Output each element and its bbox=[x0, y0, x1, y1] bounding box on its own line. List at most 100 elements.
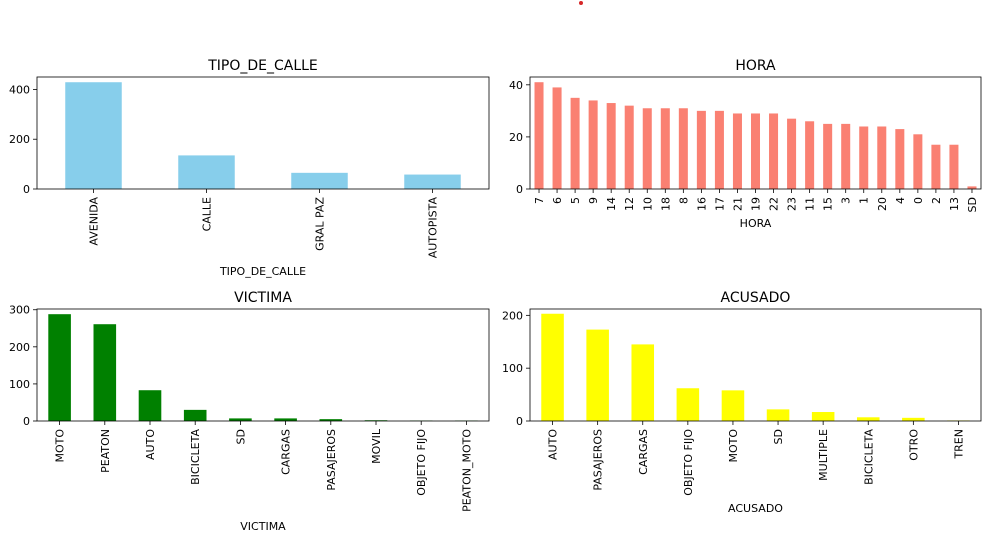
chart-title: TIPO_DE_CALLE bbox=[207, 58, 318, 74]
bar-acusado bbox=[631, 344, 655, 421]
axes-frame bbox=[36, 308, 490, 422]
bar-hora bbox=[660, 108, 670, 189]
bar-hora bbox=[678, 108, 688, 189]
x-tick-label: 14 bbox=[605, 197, 618, 211]
x-tick-label: 19 bbox=[750, 197, 763, 211]
x-tick-label: 0 bbox=[912, 197, 925, 204]
x-tick-label: 2 bbox=[930, 197, 943, 204]
chart-tipo-de-calle: 0 200 400 AVENIDA CALLE GRAL PAZ AUTOPISTA TIPO… bbox=[9, 58, 490, 278]
bar-tipo-de-calle bbox=[65, 82, 122, 189]
bar-acusado bbox=[766, 409, 790, 421]
bar-hora bbox=[859, 126, 869, 189]
x-tick-label: CARGAS bbox=[280, 429, 293, 475]
x-tick-label: 15 bbox=[822, 197, 835, 211]
bar-hora bbox=[588, 100, 598, 189]
x-tick-label: AUTOPISTA bbox=[427, 197, 440, 259]
bar-hora bbox=[570, 97, 580, 189]
bar-hora bbox=[949, 144, 959, 189]
x-tick-label: GRAL PAZ bbox=[314, 197, 327, 251]
x-tick-label: CALLE bbox=[201, 197, 214, 231]
x-tick-label: 4 bbox=[894, 197, 907, 204]
bar-hora bbox=[696, 110, 706, 189]
bar-hora bbox=[534, 82, 544, 189]
x-tick-label: PASAJEROS bbox=[592, 429, 605, 491]
y-tick-label: 300 bbox=[9, 304, 30, 317]
x-tick-label: 12 bbox=[623, 197, 636, 211]
x-tick-label: 9 bbox=[587, 197, 600, 204]
x-axis-label: ACUSADO bbox=[728, 502, 783, 515]
bar-tipo-de-calle bbox=[178, 155, 235, 189]
x-tick-label: 10 bbox=[641, 197, 654, 211]
bar-hora bbox=[877, 126, 887, 189]
y-tick-label: 200 bbox=[9, 341, 30, 354]
bar-acusado bbox=[586, 329, 609, 421]
bar-victima bbox=[48, 314, 71, 421]
x-tick-label: SD bbox=[234, 429, 247, 444]
x-tick-label: MOTO bbox=[727, 429, 740, 463]
x-tick-label: 20 bbox=[876, 197, 889, 211]
x-tick-label: 22 bbox=[768, 197, 781, 211]
bar-hora bbox=[805, 121, 815, 189]
x-tick-label: PASAJEROS bbox=[325, 429, 338, 491]
x-tick-label: 3 bbox=[840, 197, 853, 204]
bar-hora bbox=[714, 110, 724, 189]
x-tick-label: BICICLETA bbox=[862, 429, 875, 485]
x-tick-label: OBJETO FIJO bbox=[415, 429, 428, 496]
x-tick-label: 16 bbox=[695, 197, 708, 211]
bar-victima bbox=[229, 418, 252, 421]
bar-hora bbox=[823, 123, 833, 189]
y-tick-label: 0 bbox=[23, 183, 30, 196]
chart-victima: 0 100 200 300 MOTO PEATON AUTO BICICLETA SD CARGA… bbox=[9, 290, 490, 533]
y-tick-label: 200 bbox=[9, 133, 30, 146]
x-tick-label: MOTO bbox=[54, 429, 67, 463]
bar-tipo-de-calle bbox=[404, 174, 461, 189]
bar-hora bbox=[732, 113, 742, 189]
bar-acusado bbox=[541, 313, 564, 421]
y-tick-label: 0 bbox=[23, 415, 30, 428]
x-axis-label: VICTIMA bbox=[240, 520, 286, 533]
bar-victima bbox=[138, 390, 162, 421]
axes-frame bbox=[529, 308, 982, 422]
bar-acusado bbox=[811, 412, 835, 421]
y-tick-label: 40 bbox=[509, 79, 523, 92]
y-tick-label: 200 bbox=[502, 309, 523, 322]
bar-acusado bbox=[856, 417, 880, 421]
x-tick-label: 5 bbox=[569, 197, 582, 204]
chart-title: VICTIMA bbox=[234, 290, 292, 306]
x-tick-label: 1 bbox=[858, 197, 871, 204]
bar-victima bbox=[183, 409, 207, 421]
x-tick-label: OTRO bbox=[907, 429, 920, 461]
y-tick-label: 20 bbox=[509, 131, 523, 144]
chart-title: ACUSADO bbox=[721, 290, 791, 306]
x-tick-label: SD bbox=[966, 197, 979, 212]
y-tick-label: 100 bbox=[9, 378, 30, 391]
bar-hora bbox=[552, 87, 562, 189]
bar-hora bbox=[606, 103, 616, 189]
x-tick-label: 7 bbox=[533, 197, 546, 204]
x-axis-label: HORA bbox=[740, 217, 772, 230]
x-tick-label: PEATON_MOTO bbox=[460, 429, 473, 512]
x-tick-label: SD bbox=[772, 429, 785, 444]
x-tick-label: 6 bbox=[551, 197, 564, 204]
bar-hora bbox=[967, 186, 977, 189]
y-tick-label: 100 bbox=[502, 362, 523, 375]
x-tick-label: MOVIL bbox=[370, 428, 383, 464]
x-tick-label: CARGAS bbox=[637, 429, 650, 475]
bar-hora bbox=[642, 108, 652, 189]
y-tick-label: 0 bbox=[516, 183, 523, 196]
x-tick-label: TREN bbox=[952, 429, 965, 460]
bar-victima bbox=[319, 419, 343, 421]
x-tick-label: 11 bbox=[804, 197, 817, 211]
x-tick-label: 21 bbox=[731, 197, 744, 211]
chart-acusado: 0 100 200 AUTO PASAJEROS CARGAS OBJETO FIJO MOT… bbox=[502, 290, 982, 515]
x-tick-label: 23 bbox=[786, 197, 799, 211]
bar-hora bbox=[769, 113, 779, 189]
y-tick-label: 0 bbox=[516, 415, 523, 428]
x-tick-label: 17 bbox=[713, 197, 726, 211]
bar-tipo-de-calle bbox=[291, 172, 348, 189]
bar-hora bbox=[750, 113, 761, 189]
stray-marker bbox=[579, 1, 583, 5]
